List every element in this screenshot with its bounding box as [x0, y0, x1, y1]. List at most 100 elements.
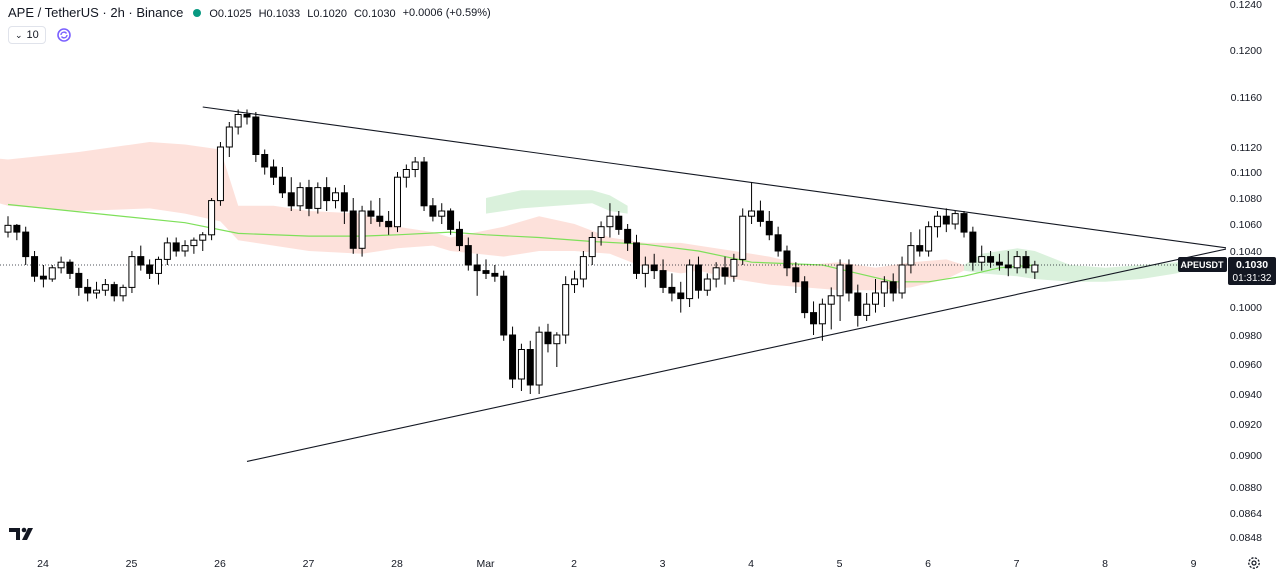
candle[interactable]: [13, 224, 21, 241]
candle[interactable]: [925, 221, 933, 257]
candle[interactable]: [57, 256, 65, 274]
candle[interactable]: [978, 245, 986, 271]
tradingview-logo-icon[interactable]: [9, 526, 37, 542]
candle[interactable]: [4, 216, 12, 238]
gear-icon[interactable]: [1247, 556, 1261, 570]
candle[interactable]: [889, 273, 897, 302]
candle[interactable]: [942, 208, 950, 233]
candle[interactable]: [677, 281, 685, 313]
candle[interactable]: [730, 253, 738, 282]
candle[interactable]: [385, 211, 393, 235]
candle[interactable]: [783, 245, 791, 277]
candle[interactable]: [199, 232, 207, 251]
candle[interactable]: [420, 157, 428, 211]
candle[interactable]: [75, 267, 83, 296]
candle[interactable]: [880, 276, 888, 307]
candle[interactable]: [951, 211, 959, 230]
candle[interactable]: [907, 232, 915, 274]
candle[interactable]: [261, 149, 269, 175]
ichimoku-cloud-icon[interactable]: [56, 27, 72, 43]
candle[interactable]: [234, 109, 242, 135]
plot-area[interactable]: [0, 106, 1230, 462]
candle[interactable]: [314, 182, 322, 214]
candle[interactable]: [721, 256, 729, 285]
candle[interactable]: [641, 256, 649, 288]
candle[interactable]: [323, 177, 331, 211]
candle[interactable]: [845, 259, 853, 302]
candle[interactable]: [252, 112, 260, 162]
candle[interactable]: [509, 326, 517, 388]
candle[interactable]: [84, 279, 92, 302]
candle[interactable]: [748, 182, 756, 224]
candle[interactable]: [659, 259, 667, 293]
candle[interactable]: [1031, 260, 1039, 279]
candle[interactable]: [632, 234, 640, 279]
candle[interactable]: [933, 211, 941, 238]
candle[interactable]: [491, 265, 499, 282]
candle[interactable]: [243, 109, 251, 125]
candle[interactable]: [588, 232, 596, 265]
candle[interactable]: [455, 221, 463, 251]
candle[interactable]: [694, 256, 702, 299]
candle[interactable]: [969, 226, 977, 271]
candle[interactable]: [154, 256, 162, 285]
candle[interactable]: [916, 229, 924, 257]
candle[interactable]: [562, 276, 570, 344]
candle[interactable]: [1022, 251, 1030, 274]
candle[interactable]: [871, 279, 879, 313]
candle[interactable]: [615, 211, 623, 235]
candle[interactable]: [571, 270, 579, 293]
candle[interactable]: [216, 142, 224, 206]
candle[interactable]: [987, 251, 995, 268]
candle[interactable]: [836, 259, 844, 321]
candle[interactable]: [376, 198, 384, 227]
candle[interactable]: [119, 284, 127, 302]
candle[interactable]: [287, 177, 295, 211]
candle[interactable]: [774, 226, 782, 257]
candle[interactable]: [48, 265, 56, 282]
candle[interactable]: [792, 262, 800, 293]
candle[interactable]: [827, 287, 835, 330]
candle[interactable]: [464, 237, 472, 271]
indicators-toggle-button[interactable]: ⌄ 10: [8, 26, 46, 44]
candle[interactable]: [995, 253, 1003, 271]
candle[interactable]: [756, 200, 764, 227]
candle[interactable]: [393, 172, 401, 233]
candle[interactable]: [340, 185, 348, 224]
candle[interactable]: [31, 251, 39, 282]
candle[interactable]: [1004, 251, 1012, 277]
upper-trendline[interactable]: [202, 106, 1230, 249]
candle[interactable]: [810, 301, 818, 335]
candle[interactable]: [898, 256, 906, 299]
candle[interactable]: [411, 157, 419, 178]
candle[interactable]: [429, 198, 437, 222]
candle[interactable]: [801, 276, 809, 319]
candle[interactable]: [863, 293, 871, 321]
candle[interactable]: [367, 200, 375, 224]
candle[interactable]: [517, 343, 525, 391]
candle[interactable]: [402, 164, 410, 188]
candle[interactable]: [960, 211, 968, 238]
candle[interactable]: [854, 284, 862, 327]
candle[interactable]: [225, 122, 233, 157]
candle[interactable]: [1013, 251, 1021, 274]
candle[interactable]: [447, 208, 455, 235]
candle[interactable]: [526, 340, 534, 394]
candle[interactable]: [163, 237, 171, 266]
candle[interactable]: [172, 237, 180, 257]
candle[interactable]: [208, 198, 216, 241]
candle[interactable]: [66, 259, 74, 279]
candle[interactable]: [22, 226, 30, 265]
candle[interactable]: [482, 259, 490, 279]
candle[interactable]: [703, 273, 711, 296]
candle[interactable]: [278, 167, 286, 198]
candle[interactable]: [146, 259, 154, 279]
candle[interactable]: [358, 205, 366, 257]
candle[interactable]: [137, 245, 145, 271]
candle[interactable]: [668, 273, 676, 302]
candle[interactable]: [305, 179, 313, 217]
candle[interactable]: [101, 279, 109, 296]
candle[interactable]: [544, 323, 552, 353]
symbol-title[interactable]: APE / TetherUS · 2h · Binance: [8, 5, 184, 20]
